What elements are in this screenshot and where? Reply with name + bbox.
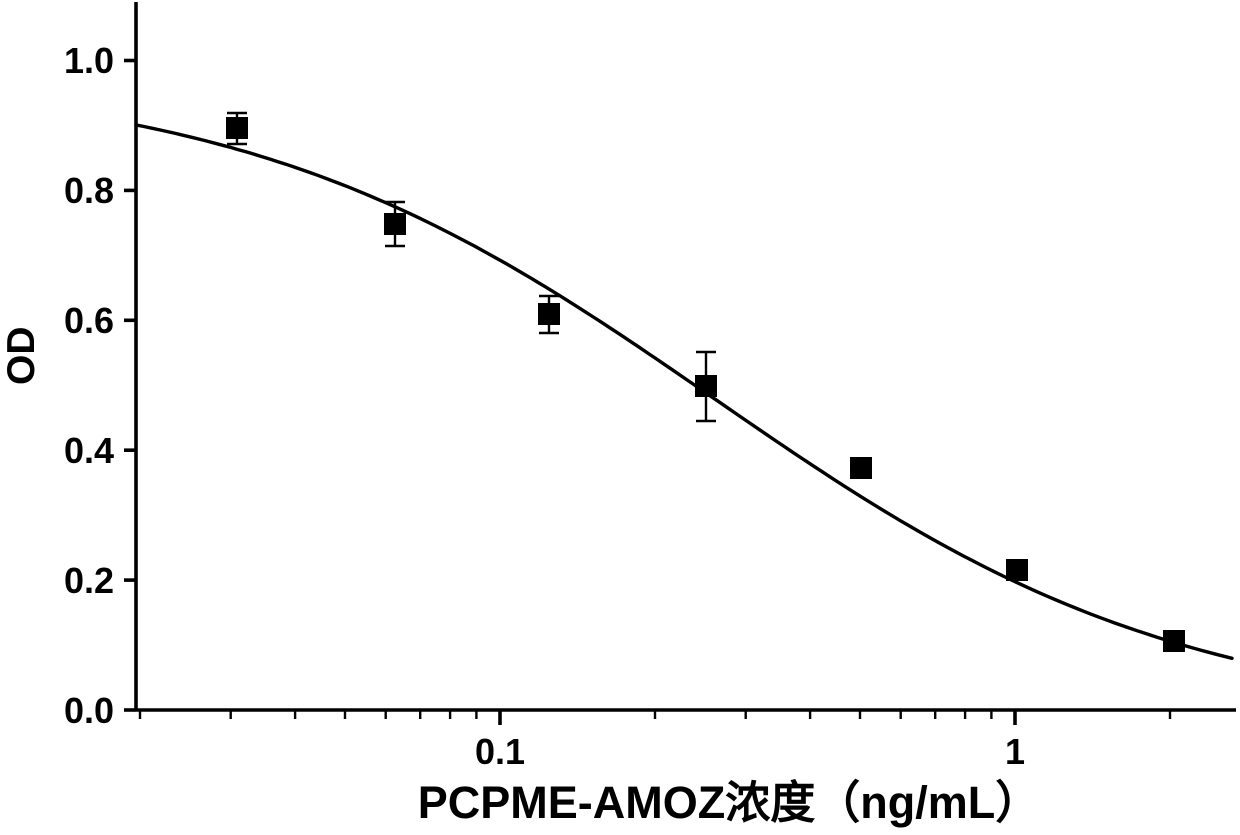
svg-text:0.4: 0.4 <box>64 430 114 471</box>
svg-text:0.6: 0.6 <box>64 300 114 341</box>
svg-text:OD: OD <box>0 327 43 386</box>
svg-text:0.1: 0.1 <box>475 731 525 772</box>
svg-text:0.8: 0.8 <box>64 170 114 211</box>
svg-text:0.2: 0.2 <box>64 560 114 601</box>
svg-text:0.0: 0.0 <box>64 690 114 731</box>
svg-text:1.0: 1.0 <box>64 40 114 81</box>
svg-text:PCPME-AMOZ浓度（ng/mL）: PCPME-AMOZ浓度（ng/mL） <box>418 777 1040 828</box>
svg-text:1: 1 <box>1005 731 1025 772</box>
